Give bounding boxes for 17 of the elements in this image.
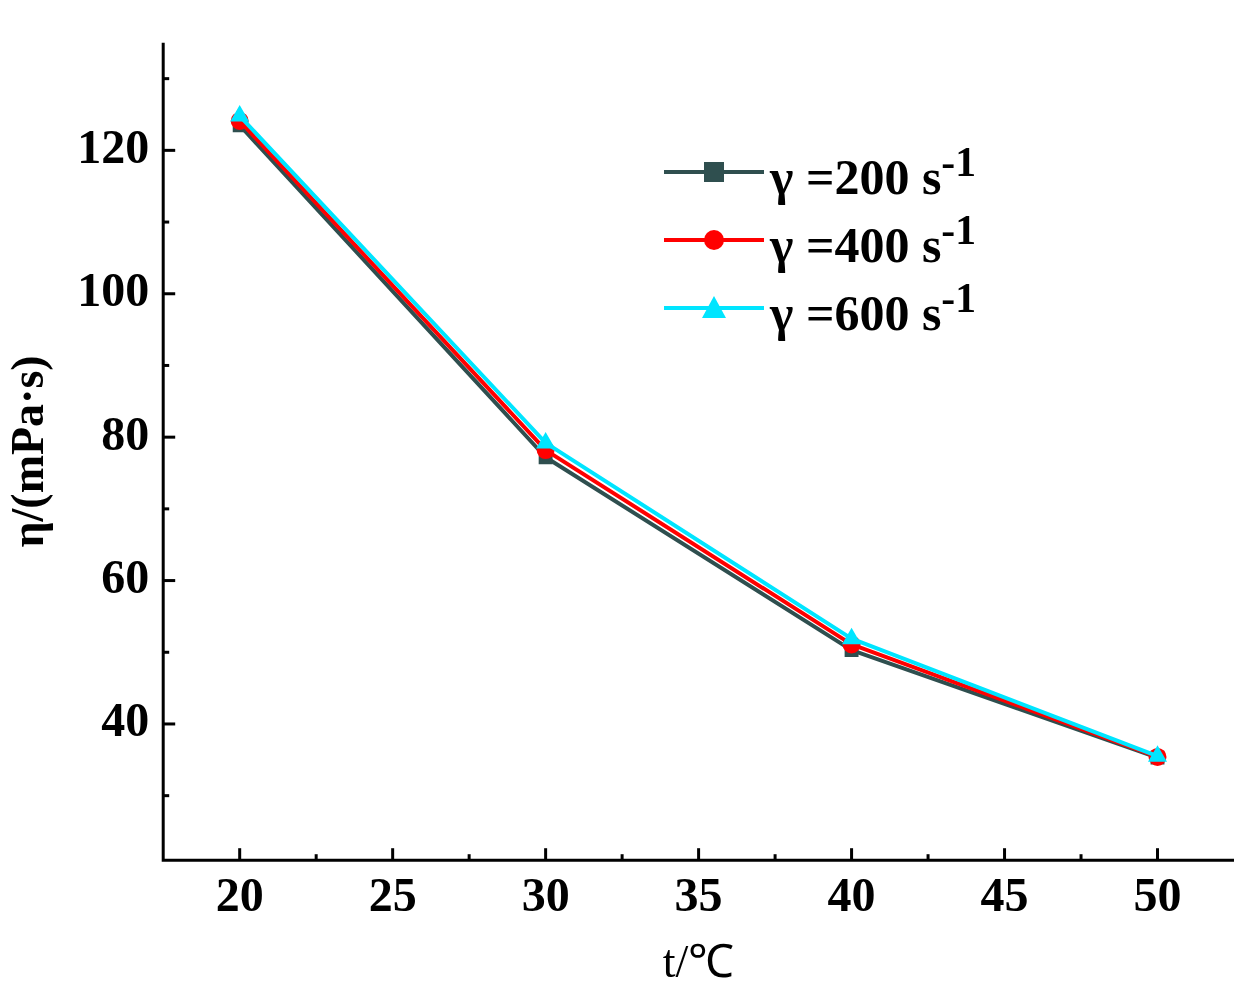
x-tick-label: 30: [521, 868, 570, 922]
legend-label: γ =200 s$^{-1}$: [770, 137, 977, 206]
x-tick-label: 40: [827, 868, 876, 922]
y-tick-label: 100: [77, 263, 150, 317]
y-tick-label: 80: [101, 406, 150, 460]
legend-label: γ =400 s$^{-1}$: [770, 205, 977, 274]
y-tick-label: 120: [77, 119, 150, 173]
x-tick-label: 45: [980, 868, 1029, 922]
y-tick-label: 60: [101, 549, 150, 603]
y-tick-label: 40: [101, 693, 150, 747]
x-tick-label: 35: [674, 868, 723, 922]
legend-label: γ =600 s$^{-1}$: [770, 273, 977, 342]
y-axis-title: η/(mPa·s): [2, 355, 54, 548]
x-tick-label: 50: [1133, 868, 1182, 922]
x-axis-title: t/℃: [662, 936, 735, 988]
x-tick-label: 20: [215, 868, 264, 922]
x-tick-label: 25: [368, 868, 417, 922]
